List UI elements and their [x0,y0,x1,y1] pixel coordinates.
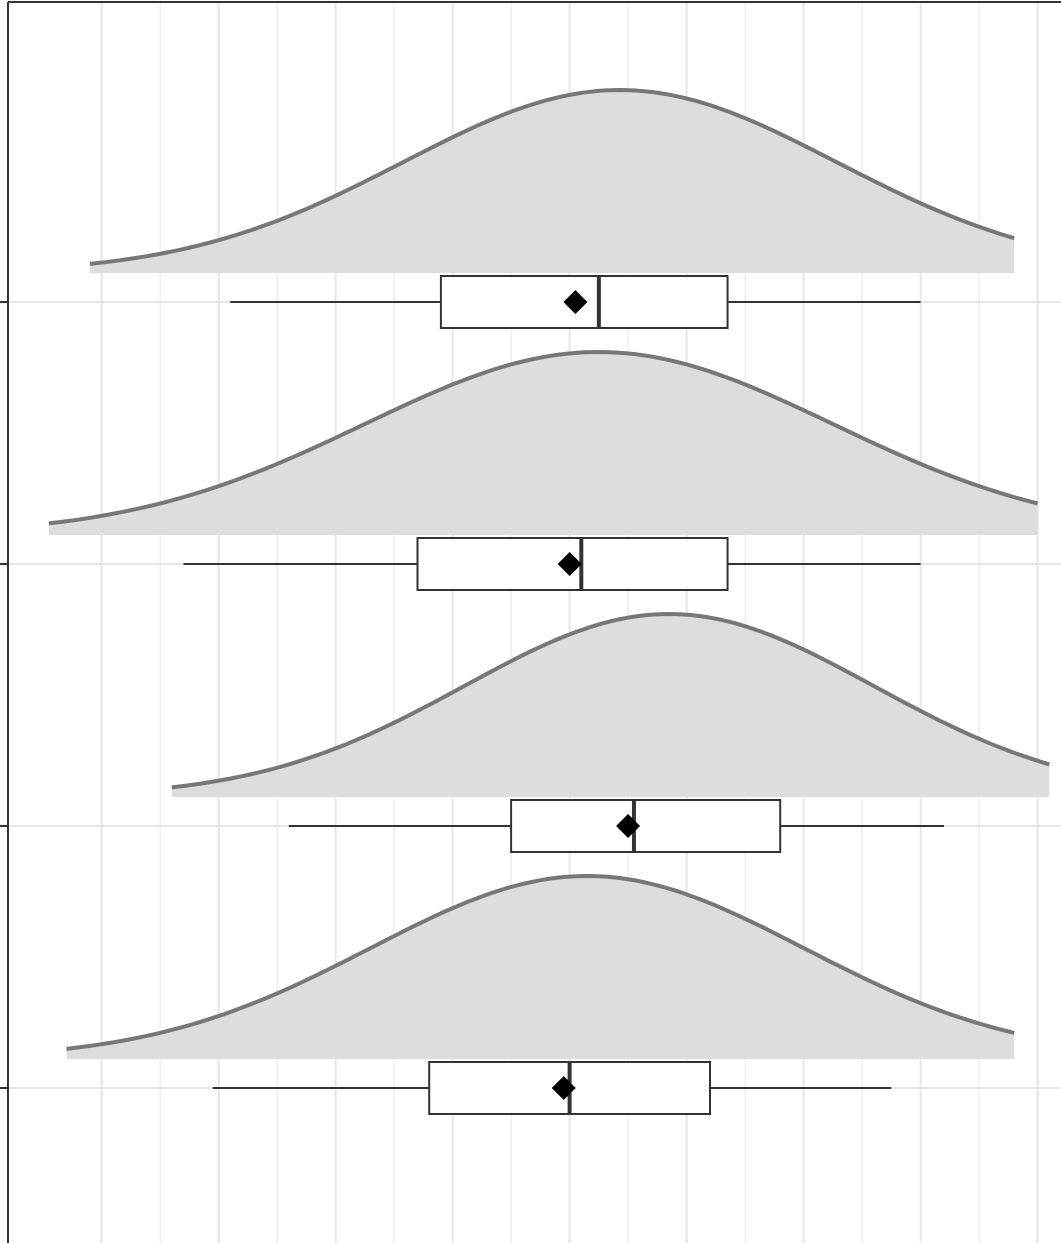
box-layer [183,275,944,1115]
density-fill-2 [48,352,1038,535]
density-line-2 [48,349,1039,526]
mean-marker-2 [557,552,582,576]
density-line-3 [171,611,1050,790]
box-3 [510,799,782,853]
mean-marker-3 [616,814,641,838]
mean-marker-4 [551,1076,576,1100]
density-line-4 [66,873,1015,1051]
density-fill-3 [171,614,1050,797]
density-line-1 [89,87,1015,266]
density-fill-4 [66,876,1015,1059]
mean-marker-1 [563,290,588,314]
cloud-layer [48,87,1050,1059]
